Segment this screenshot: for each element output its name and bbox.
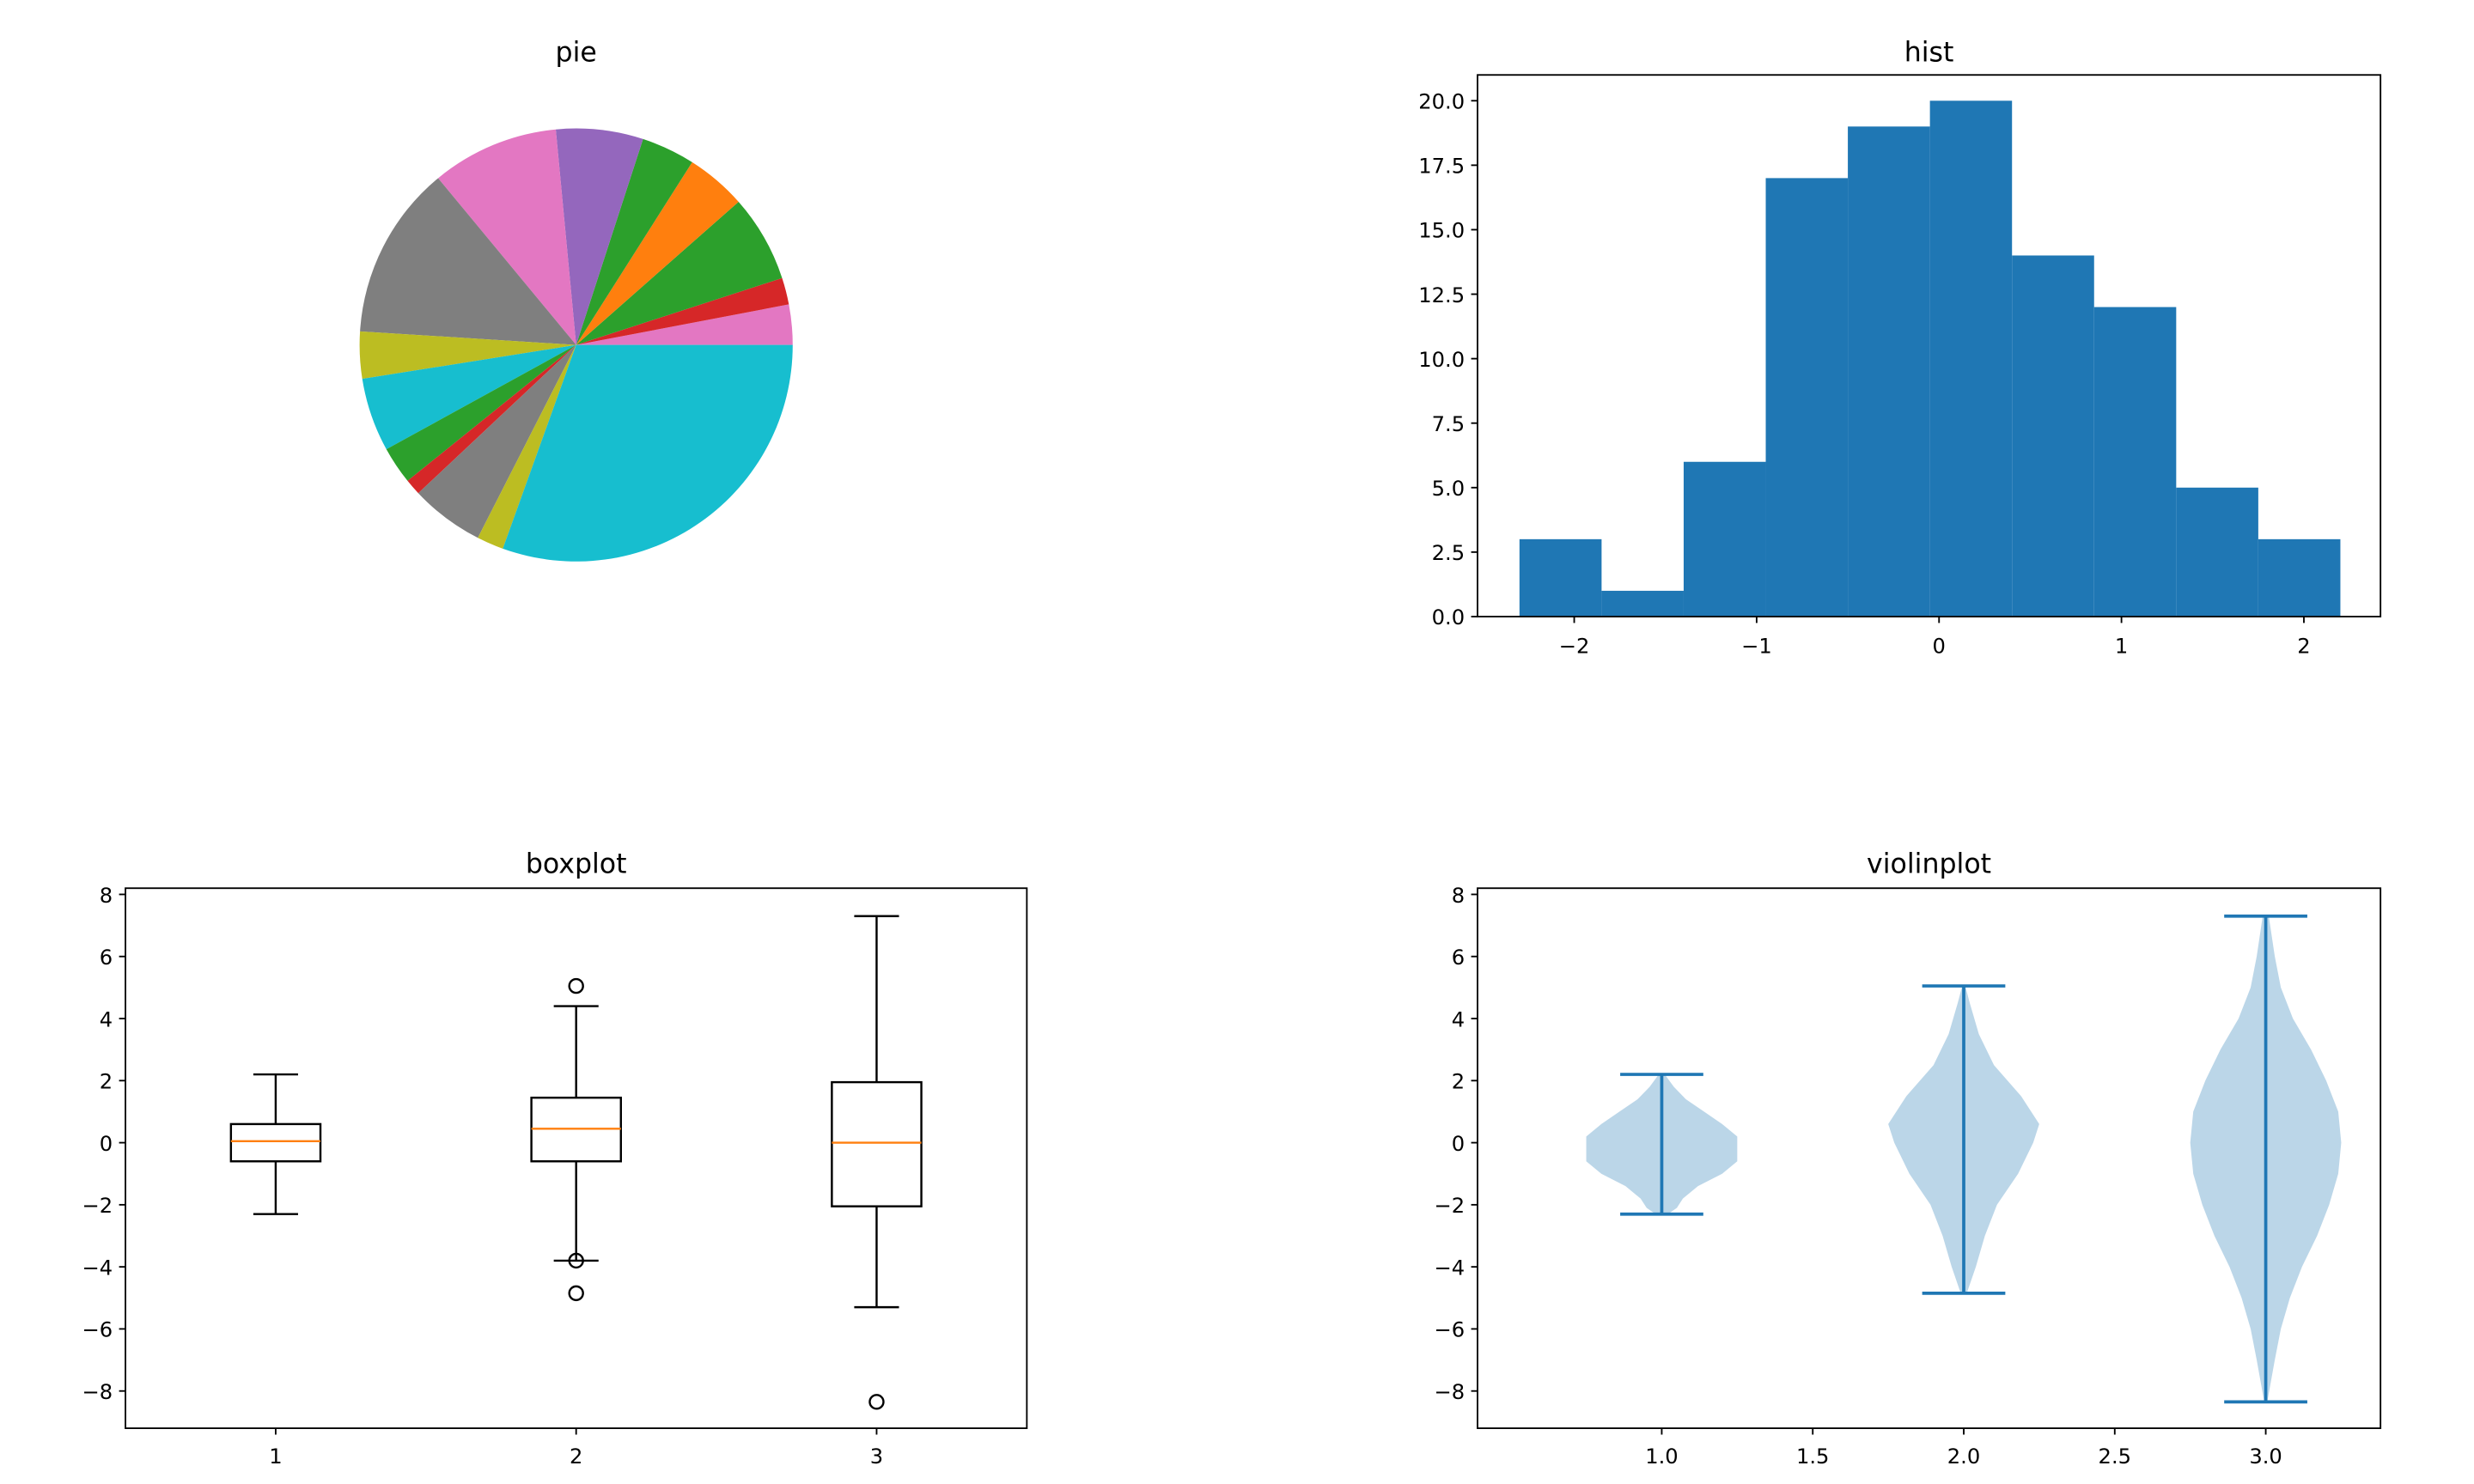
violinplot-axes-frame (1477, 887, 2382, 1429)
pie-slice (503, 344, 793, 562)
y-tick-label: −2 (1434, 1194, 1465, 1218)
histogram-bar (1519, 538, 1602, 617)
y-tick-label: 6 (100, 946, 113, 970)
boxplot-panel: boxplot 1 2 3 −8 −6 −4 −2 0 2 4 6 8 (82, 849, 1028, 1469)
boxplot-box (229, 1122, 322, 1163)
histogram-bar (1601, 590, 1684, 617)
pie-slice (576, 161, 739, 345)
histogram-bar (1929, 100, 2013, 617)
histogram-y-ticks: 0.0 2.5 5.0 7.5 10.0 12.5 15.0 17.5 20.0 (1418, 90, 1478, 629)
pie-slice (576, 304, 793, 345)
boxplot-flier (568, 1285, 584, 1302)
y-tick-label: 2.5 (1432, 541, 1465, 565)
histogram-bar (1848, 126, 1930, 617)
boxplot-x-ticks: 1 2 3 (269, 1428, 883, 1469)
pie-slice (555, 128, 643, 345)
histogram-bar (2093, 307, 2177, 617)
y-tick-label: −4 (82, 1256, 113, 1280)
pie-chart-panel: pie (359, 37, 793, 562)
x-tick-label: 3.0 (2249, 1444, 2282, 1469)
y-tick-label: −4 (1434, 1256, 1465, 1280)
y-tick-label: −2 (82, 1194, 113, 1218)
histogram-bar (1683, 461, 1766, 617)
x-tick-label: 1.0 (1645, 1444, 1678, 1469)
pie-slice (576, 138, 692, 345)
pie-slices (359, 128, 793, 562)
y-tick-label: 7.5 (1432, 412, 1465, 436)
boxplot-flier (868, 1394, 885, 1410)
y-tick-label: 8 (100, 884, 113, 908)
x-tick-label: 2.0 (1947, 1444, 1980, 1469)
y-tick-label: 4 (100, 1007, 113, 1031)
histogram-bar (2176, 487, 2258, 617)
boxplot-axes-frame (125, 887, 1028, 1429)
y-tick-label: 15.0 (1418, 219, 1465, 243)
y-tick-label: 0 (100, 1132, 113, 1156)
violinplot-panel: violinplot 1.0 1.5 2.0 2.5 3.0 −8 −6 −4 −2 0 2 4 6 8 (1434, 849, 2382, 1469)
pie-slice (360, 178, 576, 345)
y-tick-label: 4 (1452, 1007, 1465, 1031)
pie-slice (362, 344, 576, 450)
pie-slice (576, 201, 783, 345)
violinplot-y-ticks: −8 −6 −4 −2 0 2 4 6 8 (1434, 884, 1478, 1404)
y-tick-label: 2 (1452, 1070, 1465, 1094)
pie-chart-title: pie (556, 37, 597, 68)
histogram-bars (1519, 100, 2341, 617)
x-tick-label: 2.5 (2099, 1444, 2131, 1469)
y-tick-label: 6 (1452, 946, 1465, 970)
x-tick-label: 1 (2115, 635, 2128, 659)
x-tick-label: −1 (1741, 635, 1772, 659)
histogram-axes-frame (1477, 74, 2382, 617)
histogram-bar (2012, 255, 2094, 617)
boxplot-y-ticks: −8 −6 −4 −2 0 2 4 6 8 (82, 884, 126, 1404)
y-tick-label: 8 (1452, 884, 1465, 908)
violinplot-title: violinplot (1867, 849, 1991, 880)
y-tick-label: −6 (82, 1318, 113, 1342)
histogram-bar (2258, 538, 2341, 617)
x-tick-label: 1 (269, 1444, 282, 1469)
y-tick-label: −8 (1434, 1380, 1465, 1404)
histogram-bar (1765, 178, 1849, 617)
pie-slice (576, 277, 789, 345)
histogram-title: hist (1904, 37, 1954, 68)
x-tick-label: 2 (570, 1444, 582, 1469)
x-tick-label: 0 (1933, 635, 1946, 659)
boxplot-flier (568, 977, 584, 994)
histogram-panel: hist −2 −1 0 1 2 0.0 2.5 5.0 7.5 10.0 12.5 15.0 17.… (1418, 37, 2382, 659)
y-tick-label: −6 (1434, 1318, 1465, 1342)
boxplot-title: boxplot (526, 849, 627, 880)
pie-slice (438, 129, 576, 345)
y-tick-label: 20.0 (1418, 90, 1465, 114)
boxplot-flier (568, 1252, 584, 1269)
y-tick-label: −8 (82, 1380, 113, 1404)
pie-slice (407, 344, 576, 494)
y-tick-label: 5.0 (1432, 477, 1465, 501)
pie-slice (478, 344, 576, 549)
y-tick-label: 17.5 (1418, 155, 1465, 179)
x-tick-label: 2 (2297, 635, 2310, 659)
y-tick-label: 12.5 (1418, 283, 1465, 307)
violinplot-marks (1586, 914, 2342, 1404)
y-tick-label: 0.0 (1432, 605, 1465, 629)
boxplot-marks (229, 915, 923, 1410)
y-tick-label: 2 (100, 1070, 113, 1094)
x-tick-label: 3 (870, 1444, 883, 1469)
y-tick-label: 0 (1452, 1132, 1465, 1156)
x-tick-label: −2 (1559, 635, 1590, 659)
boxplot-box (831, 1080, 923, 1207)
y-tick-label: 10.0 (1418, 348, 1465, 372)
pie-slice (359, 331, 576, 380)
x-tick-label: 1.5 (1796, 1444, 1829, 1469)
violinplot-x-ticks: 1.0 1.5 2.0 2.5 3.0 (1645, 1428, 2282, 1469)
pie-slice (417, 344, 576, 538)
histogram-x-ticks: −2 −1 0 1 2 (1559, 616, 2311, 659)
pie-slice (386, 344, 576, 481)
